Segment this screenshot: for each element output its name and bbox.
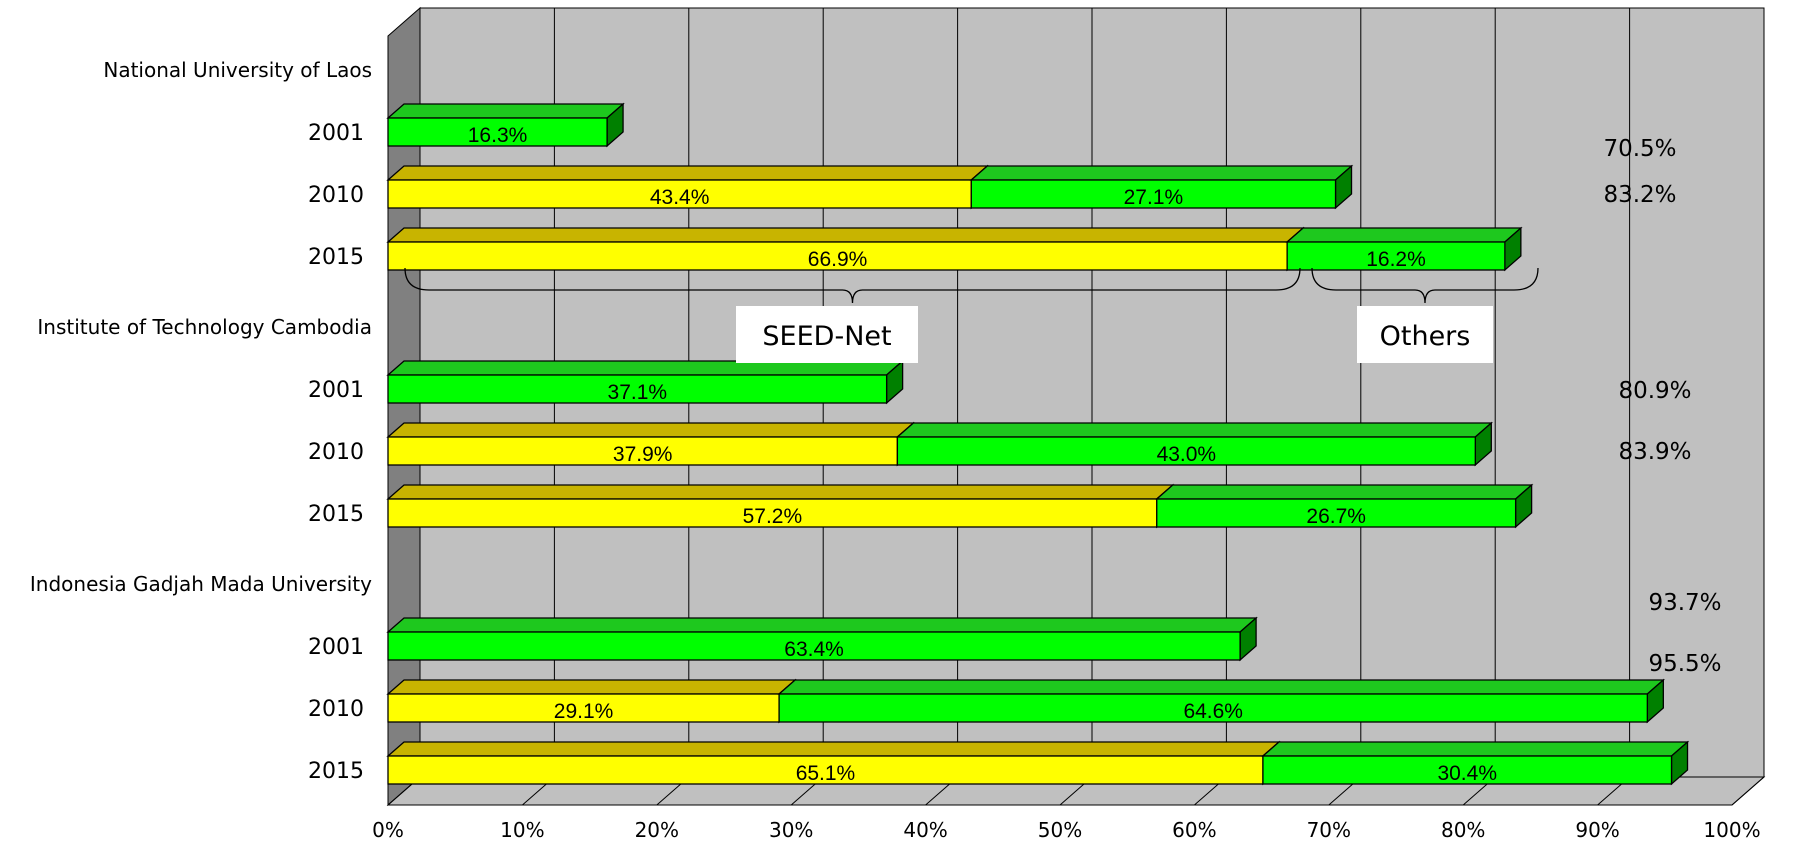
- year-label: 2010: [308, 183, 364, 208]
- bar-value-label: 65.1%: [796, 762, 856, 785]
- tick-label: 50%: [1038, 818, 1082, 842]
- bar-front: [896, 436, 1476, 466]
- tick-label: 0%: [372, 818, 404, 842]
- bar-value-label: 57.2%: [743, 505, 803, 528]
- bar-front: [778, 693, 1648, 723]
- bar-front: [387, 374, 888, 404]
- bar-front: [387, 498, 1158, 528]
- bar-front: [970, 179, 1337, 209]
- year-label: 2015: [308, 502, 364, 527]
- bar-top: [1285, 227, 1523, 243]
- tick-label: 40%: [903, 818, 947, 842]
- bar-top: [386, 165, 990, 181]
- bar-top: [386, 741, 1281, 757]
- bar-value-label: 30.4%: [1437, 762, 1497, 785]
- group-label: Indonesia Gadjah Mada University: [30, 572, 372, 596]
- tick-label: 80%: [1441, 818, 1485, 842]
- seed-callout-text: SEED-Net: [762, 321, 891, 352]
- bar-value-label: 37.1%: [608, 381, 668, 404]
- year-label: 2001: [308, 121, 364, 146]
- bar-value-label: 43.0%: [1157, 443, 1217, 466]
- bar-segment: [969, 164, 1354, 210]
- labels: 0% 10% 20% 30% 40% 50% 60% 70% 80% 90% 100% Nationa…: [30, 58, 1761, 842]
- total-label: 70.5%: [1603, 136, 1676, 162]
- tick-label: 100%: [1703, 818, 1760, 842]
- bar-value-label: 66.9%: [808, 248, 868, 271]
- bar-top: [777, 679, 1666, 695]
- bar-value-label: 37.9%: [613, 443, 673, 466]
- bar-value-label: 63.4%: [784, 638, 844, 661]
- bars: [386, 102, 1690, 786]
- others-callout-text: Others: [1380, 321, 1471, 352]
- bar-segment: [386, 359, 905, 405]
- bar-front: [387, 755, 1264, 785]
- bar-value-label: 29.1%: [554, 700, 614, 723]
- others-callout-box: [1357, 306, 1493, 363]
- bar-top: [1155, 484, 1534, 500]
- bar-front: [387, 631, 1241, 661]
- bar-front: [1262, 755, 1673, 785]
- total-label: 83.9%: [1618, 439, 1691, 465]
- bar-segment: [1261, 740, 1690, 786]
- year-label: 2010: [308, 697, 364, 722]
- bar-segment: [895, 421, 1494, 467]
- year-label: 2001: [308, 635, 364, 660]
- total-label: 83.2%: [1603, 182, 1676, 208]
- bar-segment: [386, 740, 1281, 786]
- group-label: National University of Laos: [103, 58, 372, 82]
- bar-top: [386, 360, 905, 376]
- bar-value-label: 64.6%: [1183, 700, 1243, 723]
- bar-front: [387, 693, 780, 723]
- bar-segment: [777, 678, 1666, 724]
- others-brace: [1311, 267, 1539, 304]
- tick-label: 60%: [1172, 818, 1216, 842]
- bar-front: [1156, 498, 1517, 528]
- group-label: Institute of Technology Cambodia: [37, 315, 372, 339]
- bar-top: [386, 227, 1305, 243]
- year-label: 2010: [308, 440, 364, 465]
- bar-segment: [386, 102, 625, 148]
- year-label: 2015: [308, 245, 364, 270]
- bar-top: [386, 422, 916, 438]
- bar-top: [386, 679, 797, 695]
- bar-segment: [1285, 226, 1523, 272]
- bar-top: [386, 484, 1175, 500]
- bar-segment: [386, 616, 1258, 662]
- bar-front: [387, 179, 972, 209]
- bar-segment: [1155, 483, 1534, 529]
- total-label: 93.7%: [1648, 590, 1721, 616]
- bar-top: [895, 422, 1494, 438]
- bar-segment: [386, 483, 1175, 529]
- bar-top: [386, 617, 1258, 633]
- bar-value-label: 43.4%: [650, 186, 710, 209]
- year-label: 2001: [308, 378, 364, 403]
- tick-label: 10%: [500, 818, 544, 842]
- bar-front: [1286, 241, 1506, 271]
- tick-label: 70%: [1307, 818, 1351, 842]
- bar-top: [969, 165, 1354, 181]
- bar-value-label: 16.3%: [468, 124, 528, 147]
- floor-gridline: [1731, 776, 1765, 806]
- bar-front: [387, 117, 608, 147]
- seed-callout-box: [736, 306, 918, 363]
- seed-brace: [404, 267, 1301, 304]
- bar-top: [386, 103, 625, 119]
- bar-segment: [386, 164, 990, 210]
- bar-front: [387, 241, 1288, 271]
- tick-label: 30%: [769, 818, 813, 842]
- tick-label: 90%: [1575, 818, 1619, 842]
- bar-value-label: 16.2%: [1366, 248, 1426, 271]
- bar-top: [1261, 741, 1690, 757]
- callouts: SEED-Net Others: [404, 267, 1539, 363]
- bar-value-label: 26.7%: [1306, 505, 1366, 528]
- year-label: 2015: [308, 759, 364, 784]
- total-label: 80.9%: [1618, 378, 1691, 404]
- total-label: 95.5%: [1648, 651, 1721, 677]
- bar-value-label: 27.1%: [1124, 186, 1184, 209]
- tick-label: 20%: [635, 818, 679, 842]
